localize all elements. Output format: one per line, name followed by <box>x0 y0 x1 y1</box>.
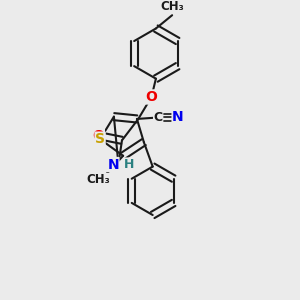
Text: S: S <box>95 132 105 146</box>
Text: N: N <box>172 110 184 124</box>
Text: CH₃: CH₃ <box>161 0 184 14</box>
Text: O: O <box>146 90 158 104</box>
Text: N: N <box>107 158 119 172</box>
Text: CH₃: CH₃ <box>86 173 110 187</box>
Text: O: O <box>92 129 104 143</box>
Text: H: H <box>124 158 134 171</box>
Text: C: C <box>154 111 163 124</box>
